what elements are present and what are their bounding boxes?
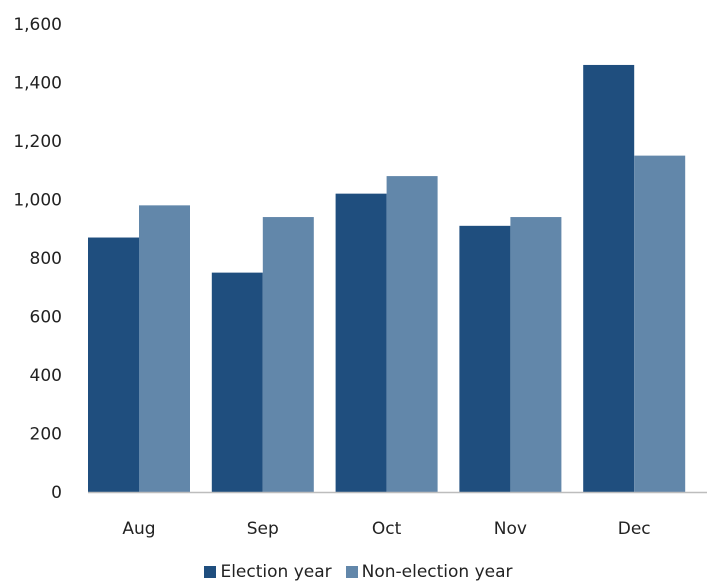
- y-tick-label: 0: [51, 483, 62, 503]
- legend-item-election-year: Election year: [204, 562, 332, 582]
- x-tick-label: Dec: [618, 519, 651, 539]
- legend-label-election-year: Election year: [220, 562, 332, 582]
- y-axis-tick-labels: 0 200 400 600 800 1,000 1,200 1,400 1,600: [13, 15, 62, 503]
- y-tick-label: 600: [30, 308, 62, 328]
- y-tick-label: 200: [30, 425, 62, 445]
- legend: Election year Non-election year: [0, 559, 717, 585]
- y-tick-label: 800: [30, 249, 62, 269]
- y-tick-label: 1,600: [13, 15, 62, 35]
- x-tick-label: Sep: [247, 519, 279, 539]
- bar-sep-election-year: [211, 272, 263, 492]
- bar-aug-election-year: [88, 237, 139, 492]
- y-tick-label: 1,200: [13, 132, 62, 152]
- y-tick-label: 400: [30, 366, 62, 386]
- legend-swatch-election-year: [204, 566, 217, 578]
- legend-label-non-election-year: Non-election year: [361, 562, 513, 582]
- bar-sep-non-election-year: [262, 217, 314, 493]
- bar-dec-non-election-year: [634, 155, 686, 492]
- x-tick-label: Oct: [372, 519, 402, 539]
- bar-oct-election-year: [335, 193, 387, 492]
- y-tick-label: 1,000: [13, 191, 62, 211]
- bar-nov-non-election-year: [510, 217, 562, 493]
- bar-nov-election-year: [459, 225, 511, 492]
- y-tick-label: 1,400: [13, 74, 62, 94]
- x-tick-label: Nov: [494, 519, 527, 539]
- bar-aug-non-election-year: [139, 205, 190, 492]
- bar-chart: 0 200 400 600 800 1,000 1,200 1,400 1,600 Aug Sep…: [13, 15, 707, 539]
- bar-oct-non-election-year: [386, 176, 438, 492]
- bars-group: [88, 64, 686, 493]
- legend-swatch-non-election-year: [345, 566, 358, 578]
- x-tick-label: Aug: [122, 519, 155, 539]
- legend-item-non-election-year: Non-election year: [345, 562, 513, 582]
- x-axis-tick-labels: Aug Sep Oct Nov Dec: [122, 519, 650, 539]
- bar-dec-election-year: [583, 64, 635, 492]
